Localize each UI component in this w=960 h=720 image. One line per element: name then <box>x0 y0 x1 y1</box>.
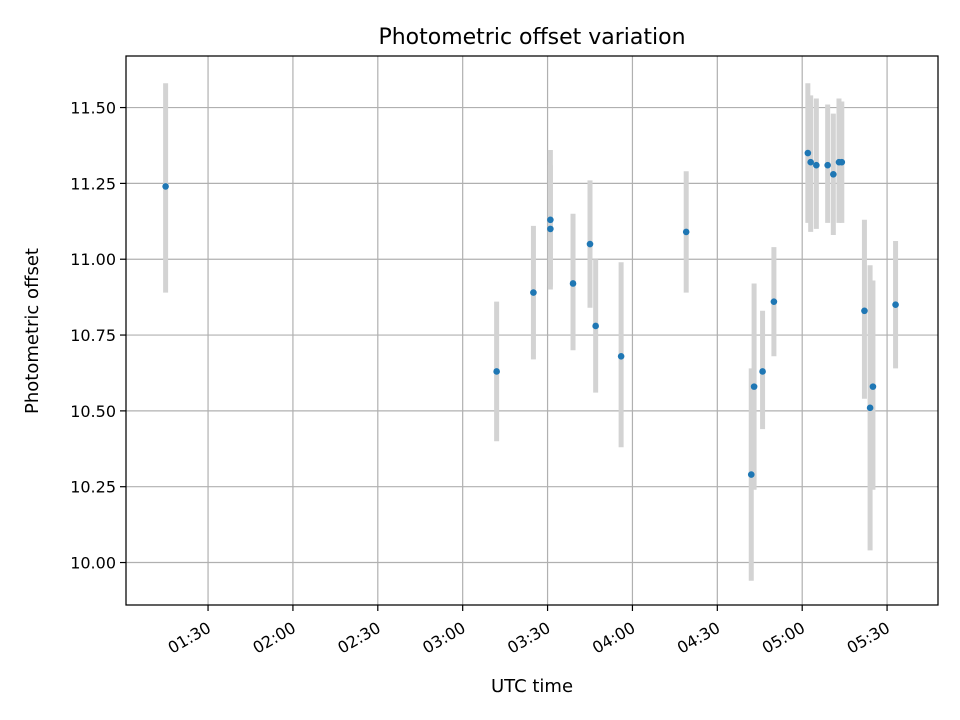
y-tick-label: 10.25 <box>70 478 116 497</box>
data-point <box>861 307 868 315</box>
data-point <box>838 158 846 166</box>
y-tick-label: 10.75 <box>70 326 116 345</box>
data-point <box>569 280 577 287</box>
data-point <box>586 240 594 248</box>
y-tick-label: 11.25 <box>70 174 116 193</box>
plot-frame <box>125 55 939 606</box>
data-point <box>750 383 758 390</box>
y-tick-label: 11.00 <box>70 250 116 269</box>
x-axis-label: UTC time <box>491 676 573 697</box>
data-point <box>770 298 778 305</box>
data-point <box>892 301 899 309</box>
data-point <box>617 352 625 360</box>
y-axis-label: Photometric offset <box>22 248 43 414</box>
data-point <box>547 225 554 233</box>
y-tick-label: 11.50 <box>70 99 116 118</box>
data-point <box>824 161 831 169</box>
y-tick-label: 10.50 <box>70 402 116 421</box>
chart-title: Photometric offset variation <box>378 25 685 50</box>
data-point <box>682 228 690 236</box>
y-tick-label: 10.00 <box>70 554 116 573</box>
data-point <box>493 368 500 375</box>
data-point <box>804 149 812 157</box>
data-point <box>747 471 755 478</box>
data-point <box>530 289 537 296</box>
data-point <box>592 322 599 330</box>
data-point <box>807 158 814 166</box>
data-point <box>759 368 766 375</box>
data-point <box>830 170 837 178</box>
grid <box>126 56 938 605</box>
data-point <box>866 404 874 412</box>
data-points <box>162 149 899 478</box>
data-point <box>162 183 169 190</box>
data-point <box>813 161 820 169</box>
data-point <box>547 216 554 224</box>
y-axis-ticks: 10.00 10.25 10.50 10.75 11.00 11.25 11.50 <box>70 99 126 573</box>
data-point <box>869 383 877 390</box>
